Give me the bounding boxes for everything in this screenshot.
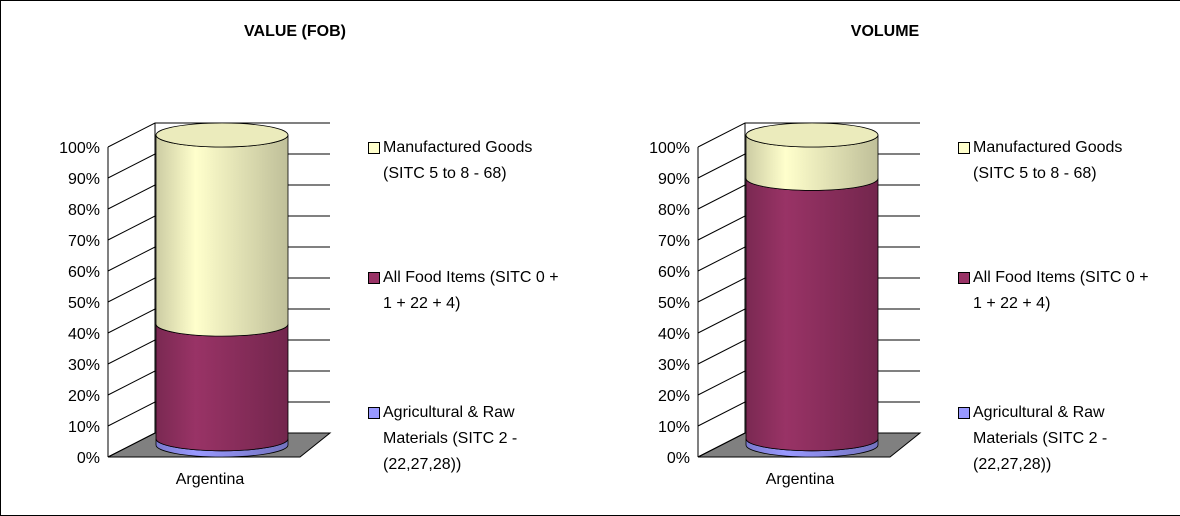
y-tick-label: 60% <box>68 264 100 281</box>
y-tick-label: 40% <box>68 326 100 343</box>
y-tick-label: 60% <box>658 264 690 281</box>
bar-top <box>745 122 879 148</box>
y-tick-label: 100% <box>59 140 100 157</box>
y-tick-label: 50% <box>658 295 690 312</box>
legend-label: All Food Items (SITC 0 + 1 + 22 + 4) <box>973 269 1149 312</box>
legend-swatch <box>368 407 380 419</box>
chart-title: VALUE (FOB) <box>244 23 346 40</box>
y-tick-label: 80% <box>658 202 690 219</box>
y-tick-label: 10% <box>68 419 100 436</box>
y-tick-label: 100% <box>649 140 690 157</box>
grid-line <box>107 122 330 148</box>
bar-segment <box>155 134 289 337</box>
y-tick-label: 20% <box>658 388 690 405</box>
y-tick-label: 20% <box>68 388 100 405</box>
x-tick-label: Argentina <box>766 471 835 488</box>
legend-swatch <box>368 272 380 284</box>
chart-title: VOLUME <box>851 23 920 40</box>
bar-top <box>155 122 289 148</box>
y-tick-label: 10% <box>658 419 690 436</box>
y-tick-label: 90% <box>658 171 690 188</box>
y-tick-label: 0% <box>77 450 100 467</box>
legend-label: Agricultural & Raw Materials (SITC 2 - (… <box>973 404 1108 473</box>
bar-segment <box>745 178 879 452</box>
legend-swatch <box>958 272 970 284</box>
legend-label: Agricultural & Raw Materials (SITC 2 - (… <box>383 404 518 473</box>
y-tick-label: 70% <box>658 233 690 250</box>
y-tick-label: 90% <box>68 171 100 188</box>
legend-label: Manufactured Goods (SITC 5 to 8 - 68) <box>383 139 533 182</box>
y-tick-label: 70% <box>68 233 100 250</box>
bar-segment <box>155 324 289 452</box>
y-tick-label: 0% <box>667 450 690 467</box>
y-tick-label: 30% <box>658 357 690 374</box>
grid-line <box>697 122 920 148</box>
y-tick-label: 40% <box>658 326 690 343</box>
legend-label: Manufactured Goods (SITC 5 to 8 - 68) <box>973 139 1123 182</box>
legend-label: All Food Items (SITC 0 + 1 + 22 + 4) <box>383 269 559 312</box>
y-tick-label: 50% <box>68 295 100 312</box>
y-tick-label: 30% <box>68 357 100 374</box>
legend-swatch <box>958 407 970 419</box>
legend-swatch <box>368 142 380 154</box>
y-tick-label: 80% <box>68 202 100 219</box>
x-tick-label: Argentina <box>176 471 245 488</box>
legend-swatch <box>958 142 970 154</box>
